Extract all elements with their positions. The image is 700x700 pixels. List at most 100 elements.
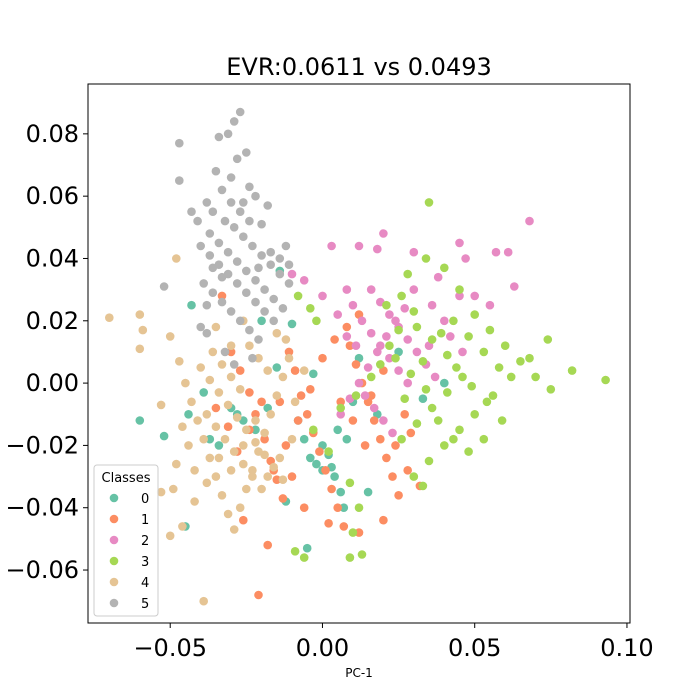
point-class-4 [208, 347, 218, 357]
point-class-0 [257, 316, 266, 326]
point-class-4 [156, 487, 166, 497]
point-class-1 [235, 366, 245, 375]
point-class-0 [306, 453, 315, 463]
x-axis-label: PC-1 [345, 666, 373, 680]
legend-label-3: 3 [141, 555, 149, 570]
point-class-4 [242, 484, 251, 494]
point-class-0 [342, 434, 352, 444]
point-class-5 [284, 279, 294, 288]
point-class-1 [254, 590, 263, 600]
point-class-3 [391, 353, 400, 363]
point-class-1 [302, 410, 312, 419]
point-class-3 [412, 322, 422, 332]
point-class-5 [220, 216, 230, 226]
point-class-2 [379, 229, 388, 238]
point-class-4 [190, 497, 199, 506]
legend-items: 0 1 2 3 4 5 [109, 492, 149, 612]
point-class-2 [366, 285, 376, 294]
point-class-5 [202, 300, 212, 310]
point-class-1 [278, 494, 288, 503]
point-class-4 [287, 434, 297, 444]
point-class-1 [239, 515, 248, 525]
point-class-2 [427, 300, 437, 310]
point-class-3 [458, 372, 467, 382]
point-class-3 [376, 360, 385, 369]
point-class-5 [260, 285, 269, 294]
point-class-1 [290, 366, 300, 375]
point-class-4 [178, 522, 187, 531]
point-class-5 [235, 316, 245, 326]
point-class-3 [418, 481, 428, 491]
point-class-2 [373, 244, 382, 254]
point-class-4 [260, 428, 269, 438]
point-class-4 [202, 410, 212, 419]
legend: Classes 0 1 2 3 4 5 [93, 464, 159, 617]
point-class-5 [251, 297, 260, 307]
point-class-4 [135, 344, 145, 354]
point-class-5 [220, 347, 230, 357]
point-class-5 [235, 107, 245, 117]
point-class-3 [418, 357, 428, 366]
x-tick-label: 0.10 [600, 634, 653, 662]
point-class-5 [269, 294, 279, 304]
point-class-2 [342, 285, 352, 294]
point-class-2 [491, 247, 501, 257]
point-class-1 [336, 397, 346, 407]
point-class-4 [260, 450, 269, 460]
point-class-5 [226, 198, 236, 207]
point-class-2 [385, 353, 394, 363]
point-class-1 [369, 416, 379, 425]
point-class-4 [135, 310, 145, 319]
point-class-5 [217, 185, 227, 195]
point-class-3 [455, 425, 464, 435]
point-class-2 [369, 403, 379, 413]
y-tick-label: 0.08 [26, 120, 79, 148]
point-class-3 [397, 291, 406, 301]
point-class-2 [409, 247, 419, 257]
point-class-5 [251, 276, 260, 285]
point-class-1 [287, 472, 297, 481]
point-class-1 [284, 347, 294, 357]
point-class-5 [217, 272, 227, 282]
point-class-1 [293, 416, 303, 425]
point-class-5 [208, 263, 218, 273]
point-class-3 [412, 419, 422, 428]
point-class-3 [440, 263, 449, 273]
point-class-0 [330, 472, 339, 481]
point-class-4 [281, 335, 291, 344]
point-class-3 [494, 363, 504, 372]
point-class-3 [470, 410, 480, 419]
point-class-1 [318, 353, 327, 363]
point-class-4 [205, 453, 215, 463]
point-class-3 [485, 325, 495, 335]
point-class-4 [242, 425, 251, 435]
point-class-4 [263, 472, 273, 481]
point-class-2 [354, 241, 364, 251]
point-class-1 [348, 416, 358, 425]
point-class-3 [345, 553, 355, 562]
point-class-3 [464, 447, 473, 456]
point-class-4 [156, 400, 166, 410]
point-class-2 [394, 366, 403, 375]
point-class-1 [400, 410, 410, 419]
point-class-0 [135, 416, 145, 425]
point-class-5 [199, 279, 208, 288]
point-class-2 [470, 291, 480, 301]
point-class-5 [245, 325, 254, 335]
y-tick-label: 0.04 [26, 244, 79, 272]
point-class-4 [235, 503, 245, 512]
point-class-3 [293, 291, 303, 301]
point-class-2 [525, 216, 534, 226]
y-tick-label: −0.04 [5, 494, 79, 522]
point-class-4 [172, 459, 181, 469]
point-class-3 [406, 369, 416, 379]
y-tick-label: 0.02 [26, 307, 79, 335]
point-class-3 [409, 472, 419, 481]
point-class-1 [226, 347, 236, 357]
point-class-3 [482, 397, 492, 407]
point-class-1 [342, 322, 352, 332]
point-class-5 [260, 307, 269, 316]
point-class-5 [232, 257, 242, 266]
point-class-0 [287, 319, 297, 329]
point-class-5 [193, 216, 202, 226]
